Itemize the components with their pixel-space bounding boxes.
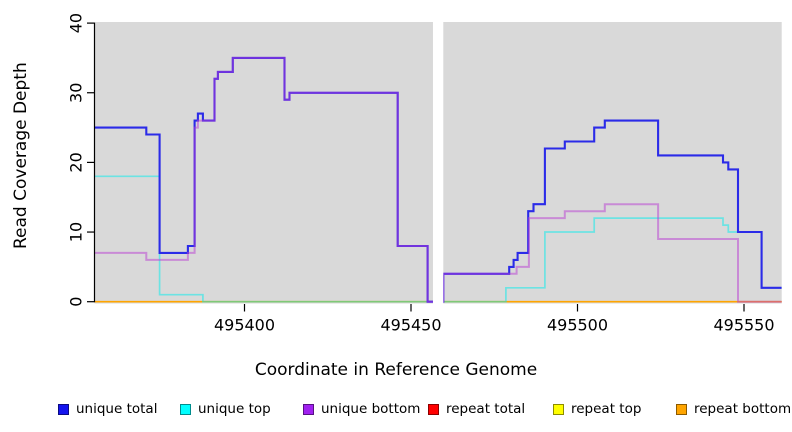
x-tick-label: 495400 (214, 316, 275, 335)
y-tick-label: 40 (67, 13, 86, 33)
y-tick-label: 30 (67, 83, 86, 103)
x-axis-title: Coordinate in Reference Genome (254, 360, 538, 380)
series-unique-bottom (94, 56, 782, 303)
coverage-gap-mask (432, 21, 444, 305)
x-tick-label: 495550 (713, 316, 774, 335)
y-axis-title: Read Coverage Depth (11, 62, 31, 249)
y-tick-label: 10 (67, 222, 86, 242)
y-tick-label: 20 (67, 152, 86, 172)
x-tick-label: 495500 (547, 316, 608, 335)
series-unique-top (94, 175, 782, 303)
y-tick-label: 0 (67, 297, 86, 307)
x-tick-label: 495450 (380, 316, 441, 335)
